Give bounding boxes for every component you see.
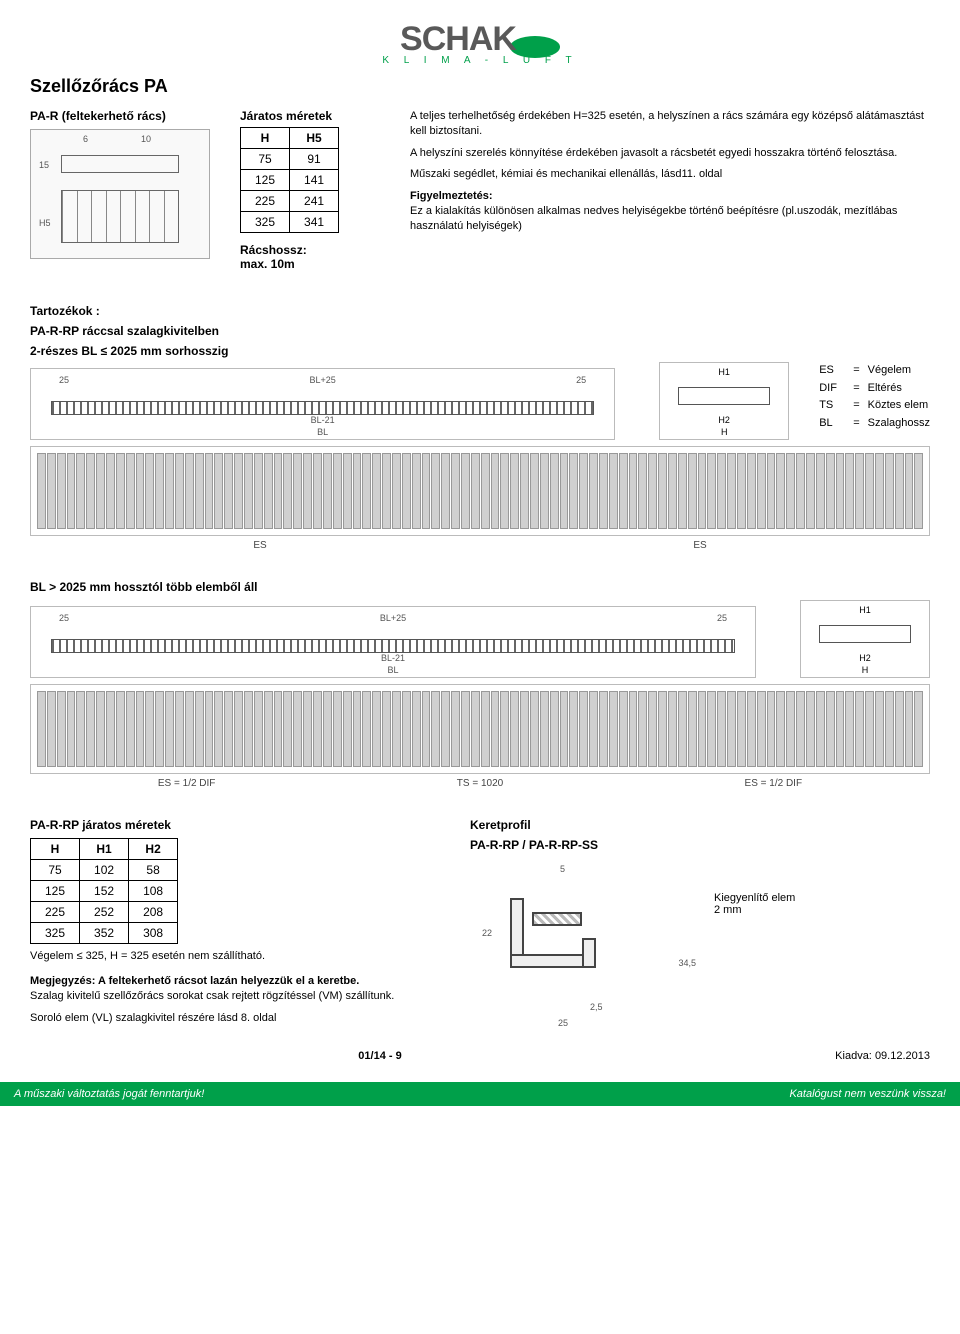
brand-logo: SCHAK K L I M A - L U F T	[30, 20, 930, 66]
accessories-line1: PA-R-RP ráccsal szalagkivitelben	[30, 324, 930, 338]
note2-title: Megjegyzés: A feltekerhető rácsot lazán …	[30, 975, 359, 987]
table2-title: PA-R-RP járatos méretek	[30, 818, 450, 832]
warn-body: Ez a kialakítás különösen alkalmas nedve…	[410, 205, 897, 232]
dimensions-table-1: HH5 7591 125141 225241 325341	[240, 127, 339, 233]
grille-labels-2: ES = 1/2 DIF TS = 1020 ES = 1/2 DIF	[30, 778, 930, 789]
page-number: 01/14 - 9	[30, 1050, 730, 1062]
info-p3: Műszaki segédlet, kémiai és mechanikai e…	[410, 167, 930, 182]
multi-title: BL > 2025 mm hossztól több elemből áll	[30, 580, 930, 594]
table2-note: Végelem ≤ 325, H = 325 esetén nem szállí…	[30, 950, 450, 962]
footer-right: Katalógust nem veszünk vissza!	[480, 1082, 960, 1106]
profile-callout: Kiegyenlítő elem	[714, 892, 795, 904]
pa-r-cross-section-diagram: 6 10 15 H5	[30, 129, 210, 259]
logo-text: SCHAK	[400, 20, 516, 59]
table1-caption: Járatos méretek	[240, 109, 390, 123]
profile-title: Keretprofil	[470, 818, 930, 832]
profile-sub: PA-R-RP / PA-R-RP-SS	[470, 838, 930, 852]
frame-cross-section-2: H1 H2 H	[800, 600, 930, 678]
strip-cross-section-1: 25 BL+25 25 BL-21 BL	[30, 368, 615, 440]
frame-cross-section-1: H1 H2 H	[659, 362, 789, 440]
legend: ES=Végelem DIF=Eltérés TS=Köztes elem BL…	[819, 362, 930, 432]
racshossz-label: Rácshossz:	[240, 243, 307, 257]
profile-callout2: 2 mm	[714, 904, 742, 916]
accessories-line2: 2-részes BL ≤ 2025 mm sorhosszig	[30, 344, 930, 358]
dimensions-table-2: HH1H2 7510258 125152108 225252208 325352…	[30, 838, 178, 944]
note3: Soroló elem (VL) szalagkivitel részére l…	[30, 1011, 450, 1026]
note2-body: Szalag kivitelű szellőzőrács sorokat csa…	[30, 990, 394, 1002]
date-value: 09.12.2013	[875, 1050, 930, 1062]
grille-plan-view-2: document.write(Array.from({length:90}).m…	[30, 684, 930, 774]
section1-heading: PA-R (feltekerhető rács)	[30, 109, 220, 123]
date-label: Kiadva:	[835, 1050, 872, 1062]
racshossz-value: max. 10m	[240, 257, 295, 271]
warn-title: Figyelmeztetés:	[410, 190, 493, 202]
strip-cross-section-2: 25 BL+25 25 BL-21 BL	[30, 606, 756, 678]
frame-profile-diagram: 5 22 34,5 25 2,5	[470, 858, 700, 1028]
page-title: Szellőzőrács PA	[30, 76, 930, 97]
footer-left: A műszaki változtatás jogát fenntartjuk!	[0, 1082, 480, 1106]
accessories-title: Tartozékok :	[30, 304, 930, 318]
info-p1: A teljes terhelhetőség érdekében H=325 e…	[410, 109, 930, 140]
info-p2: A helyszíni szerelés könnyítése érdekébe…	[410, 146, 930, 161]
grille-plan-view-1: document.write(Array.from({length:90}).m…	[30, 446, 930, 536]
page-footer: A műszaki változtatás jogát fenntartjuk!…	[0, 1082, 960, 1106]
grille-labels-1: ES ES	[30, 540, 930, 551]
